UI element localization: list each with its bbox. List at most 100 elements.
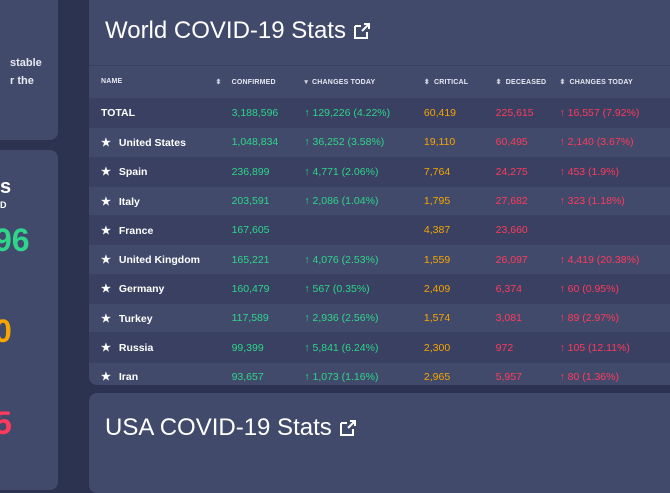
table-header-row: NAME ⬍ CONFIRMED ▾ CHANGES TODAY ⬍ CRITICA… xyxy=(89,65,670,98)
confirmed-cell: 117,589 xyxy=(231,312,269,325)
deceased-change-cell: ↑ 323 (1.18%) xyxy=(559,195,625,208)
country-name: TOTAL xyxy=(101,107,136,120)
star-icon[interactable]: ★ xyxy=(101,371,111,384)
confirmed-cell: 203,591 xyxy=(231,195,270,208)
star-icon[interactable]: ★ xyxy=(101,224,111,237)
table-row[interactable]: ★ Russia 99,399 ↑ 5,841 (6.24%) 2,300 972 ↑ 10… xyxy=(89,332,670,362)
deceased-cell: 60,495 xyxy=(495,136,528,149)
left-stats-title-fragment: s xyxy=(0,176,12,198)
country-name-cell: ★ Russia xyxy=(89,341,232,354)
confirmed-change-cell: ↑ 1,073 (1.16%) xyxy=(304,370,379,383)
deceased-change-cell: ↑ 4,419 (20.38%) xyxy=(559,253,640,266)
country-name: Germany xyxy=(118,283,165,296)
deceased-cell: 5,957 xyxy=(495,370,522,383)
confirmed-change-cell: ↑ 129,226 (4.22%) xyxy=(304,107,391,120)
confirmed-change-cell: ↑ 5,841 (6.24%) xyxy=(304,341,379,354)
critical-cell: 7,764 xyxy=(423,165,451,178)
star-icon[interactable]: ★ xyxy=(101,342,111,355)
usa-stats-panel: USA COVID-19 Stats xyxy=(89,393,670,493)
country-name: United Kingdom xyxy=(118,254,200,267)
country-name-cell: ★ Turkey xyxy=(89,312,232,325)
table-row[interactable]: ★ Iran 93,657 ↑ 1,073 (1.16%) 2,965 5,957 ↑ 80… xyxy=(89,361,670,391)
world-stats-panel: World COVID-19 Stats NAME ⬍ CONFIRMED ▾ C… xyxy=(89,0,670,385)
critical-cell: 2,409 xyxy=(423,282,451,295)
country-name-cell: TOTAL xyxy=(89,107,232,119)
table-body: TOTAL 3,188,596 ↑ 129,226 (4.22%) 60,419 225… xyxy=(89,98,670,391)
table-row[interactable]: ★ Italy 203,591 ↑ 2,086 (1.04%) 1,795 27,682 ↑… xyxy=(89,185,670,215)
deceased-cell: 3,081 xyxy=(495,312,522,325)
left-snippet-text: r the xyxy=(10,75,34,87)
deceased-change-cell: ↑ 60 (0.95%) xyxy=(559,282,619,295)
header-deceased[interactable]: ⬍ DECEASED xyxy=(495,79,547,86)
usa-stats-title: USA COVID-19 Stats xyxy=(105,414,358,442)
table-row[interactable]: ★ Turkey 117,589 ↑ 2,936 (2.56%) 1,574 3,081 ↑… xyxy=(89,303,670,332)
sort-desc-icon[interactable]: ▾ xyxy=(304,79,309,86)
critical-cell: 19,110 xyxy=(423,136,456,149)
header-critical[interactable]: ⬍ CRITICAL xyxy=(423,79,469,86)
deceased-cell: 225,615 xyxy=(495,107,534,120)
deceased-change-cell: ↑ 105 (12.11%) xyxy=(559,341,630,354)
table-row[interactable]: TOTAL 3,188,596 ↑ 129,226 (4.22%) 60,419 225… xyxy=(89,98,670,128)
sort-icon[interactable]: ⬍ xyxy=(559,79,566,86)
country-name: Iran xyxy=(118,371,139,384)
deceased-change-cell: ↑ 453 (1.9%) xyxy=(559,165,619,178)
left-stats-card: s D 96 0 5 xyxy=(0,150,58,490)
star-icon[interactable]: ★ xyxy=(101,254,111,267)
country-name: United States xyxy=(118,136,186,149)
header-confirmed[interactable]: CONFIRMED xyxy=(231,78,276,86)
country-name-cell: ★ United Kingdom xyxy=(89,253,232,266)
confirmed-cell: 93,657 xyxy=(231,370,264,383)
star-icon[interactable]: ★ xyxy=(101,136,111,149)
sort-icon[interactable]: ⬍ xyxy=(423,79,430,86)
critical-cell: 1,574 xyxy=(423,312,451,325)
external-link-icon[interactable] xyxy=(352,21,372,41)
left-confirmed-number: 96 xyxy=(0,222,30,258)
left-snippet-text: stable xyxy=(10,57,42,69)
sort-icon[interactable]: ⬍ xyxy=(495,79,502,86)
critical-cell: 2,965 xyxy=(423,370,451,383)
table-row[interactable]: ★ United Kingdom 165,221 ↑ 4,076 (2.53%) 1,5… xyxy=(89,244,670,273)
world-stats-title-text: World COVID-19 Stats xyxy=(105,17,346,44)
header-name[interactable]: NAME ⬍ xyxy=(101,78,222,86)
header-deceased-changes-today[interactable]: ⬍ CHANGES TODAY xyxy=(559,79,633,86)
confirmed-cell: 99,399 xyxy=(231,341,264,354)
critical-cell: 4,387 xyxy=(423,224,451,237)
usa-stats-title-text: USA COVID-19 Stats xyxy=(105,414,332,441)
table-row[interactable]: ★ Germany 160,479 ↑ 567 (0.35%) 2,409 6,374 ↑ … xyxy=(89,273,670,304)
left-info-card: stable r the xyxy=(0,0,58,140)
header-changes-today[interactable]: ▾ CHANGES TODAY xyxy=(304,79,376,86)
deceased-change-cell: ↑ 80 (1.36%) xyxy=(559,370,619,383)
star-icon[interactable]: ★ xyxy=(101,283,111,296)
confirmed-cell: 236,899 xyxy=(231,165,270,178)
confirmed-change-cell: ↑ 2,086 (1.04%) xyxy=(304,195,379,208)
confirmed-cell: 160,479 xyxy=(231,282,270,295)
deceased-cell: 6,374 xyxy=(495,282,522,295)
sort-icon[interactable]: ⬍ xyxy=(215,79,222,86)
table-row[interactable]: ★ France 167,605 4,387 23,660 xyxy=(89,215,670,245)
left-critical-number: 0 xyxy=(0,313,12,349)
deceased-cell: 972 xyxy=(495,341,514,354)
table-row[interactable]: ★ Spain 236,899 ↑ 4,771 (2.06%) 7,764 24,275 ↑… xyxy=(89,156,670,186)
deceased-cell: 26,097 xyxy=(495,253,528,266)
deceased-change-cell: ↑ 16,557 (7.92%) xyxy=(559,107,640,120)
confirmed-change-cell: ↑ 2,936 (2.56%) xyxy=(304,312,379,325)
country-name: Russia xyxy=(118,342,154,355)
external-link-icon[interactable] xyxy=(338,418,358,438)
critical-cell: 1,559 xyxy=(423,253,451,266)
left-stats-subtitle-fragment: D xyxy=(0,200,7,210)
star-icon[interactable]: ★ xyxy=(101,166,111,179)
confirmed-cell: 3,188,596 xyxy=(231,107,279,120)
country-name-cell: ★ Iran xyxy=(89,370,232,383)
table-row[interactable]: ★ United States 1,048,834 ↑ 36,252 (3.58%) 1… xyxy=(89,127,670,156)
confirmed-change-cell: ↑ 36,252 (3.58%) xyxy=(304,136,385,149)
confirmed-change-cell: ↑ 4,771 (2.06%) xyxy=(304,165,379,178)
left-deceased-number: 5 xyxy=(0,405,12,441)
star-icon[interactable]: ★ xyxy=(101,195,111,208)
critical-cell: 60,419 xyxy=(423,107,457,120)
country-name: Turkey xyxy=(118,312,153,325)
world-stats-title: World COVID-19 Stats xyxy=(105,17,372,45)
country-name: Italy xyxy=(118,195,140,208)
country-name-cell: ★ United States xyxy=(89,136,232,149)
star-icon[interactable]: ★ xyxy=(101,312,111,325)
deceased-cell: 27,682 xyxy=(495,195,528,208)
